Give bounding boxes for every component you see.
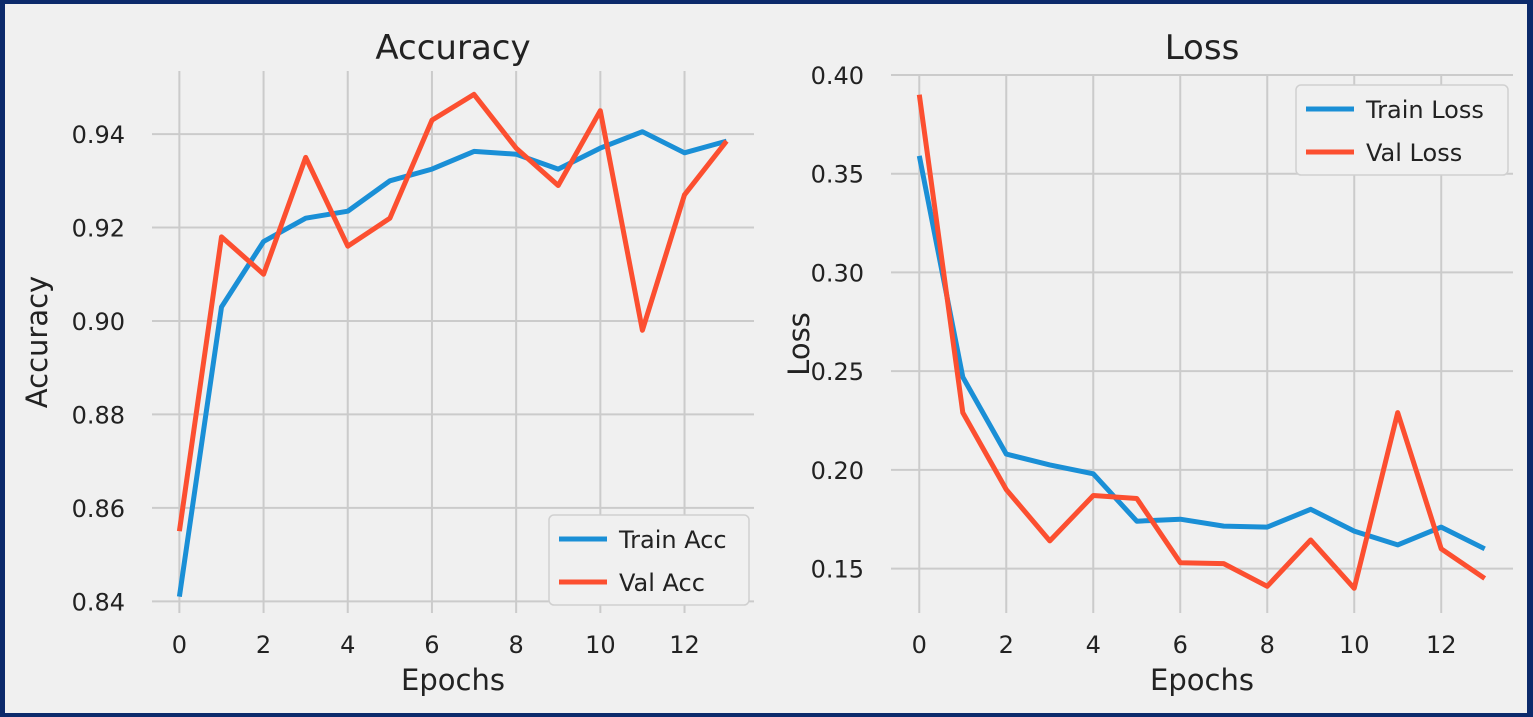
series-line-train-acc (176, 129, 728, 597)
y-tick-label: 0.90 (72, 308, 125, 336)
x-tick-label: 2 (256, 631, 271, 659)
x-tick-label: 4 (340, 631, 355, 659)
legend-label: Train Loss (1365, 96, 1484, 124)
legend: Train Acc Val Acc (548, 514, 750, 606)
y-tick-label: 0.94 (72, 121, 125, 149)
y-tick-label: 0.40 (811, 62, 864, 90)
y-tick-label: 0.25 (811, 358, 864, 386)
legend: Train Loss Val Loss (1295, 84, 1509, 176)
series-line-val-loss (916, 94, 1487, 591)
x-tick-label: 8 (1260, 631, 1275, 659)
chart-panel-0: 0 2 4 6 8 10 12 0.84 0.86 0.88 0.90 0.92 0.94 Accurac… (20, 28, 754, 697)
series-line-val-acc (176, 91, 729, 532)
x-tick-label: 0 (172, 631, 187, 659)
x-axis-label: Epochs (401, 663, 505, 697)
x-tick-label: 10 (585, 631, 616, 659)
series-line-train-loss (916, 155, 1486, 552)
chart-panel-1: 0 2 4 6 8 10 12 0.15 0.20 0.25 0.30 0.35 0.40 Loss Epo… (782, 28, 1513, 697)
figure: 0 2 4 6 8 10 12 0.84 0.86 0.88 0.90 0.92 0.94 Accurac… (5, 4, 1527, 713)
x-tick-label: 6 (424, 631, 439, 659)
legend-label: Val Acc (619, 569, 705, 597)
x-tick-label: 8 (509, 631, 524, 659)
y-axis-label: Accuracy (20, 276, 54, 408)
legend-label: Train Acc (618, 526, 727, 554)
y-tick-label: 0.20 (811, 457, 864, 485)
x-tick-label: 12 (669, 631, 700, 659)
y-axis-label: Loss (782, 312, 816, 376)
x-tick-label: 4 (1086, 631, 1101, 659)
y-tick-label: 0.92 (72, 215, 125, 243)
x-tick-label: 2 (999, 631, 1014, 659)
chart-title: Accuracy (375, 28, 530, 68)
y-tick-label: 0.88 (72, 401, 125, 429)
y-tick-label: 0.30 (811, 259, 864, 287)
y-tick-label: 0.84 (72, 588, 125, 616)
legend-label: Val Loss (1366, 139, 1462, 167)
y-tick-label: 0.86 (72, 495, 125, 523)
chart-canvas: 0 2 4 6 8 10 12 0.84 0.86 0.88 0.90 0.92 0.94 Accurac… (20, 28, 1513, 697)
x-tick-label: 0 (912, 631, 927, 659)
x-axis-label: Epochs (1150, 663, 1254, 697)
chart-title: Loss (1165, 28, 1240, 68)
x-tick-label: 12 (1426, 631, 1457, 659)
x-tick-label: 10 (1339, 631, 1370, 659)
y-tick-label: 0.15 (811, 556, 864, 584)
y-tick-label: 0.35 (811, 161, 864, 189)
x-tick-label: 6 (1173, 631, 1188, 659)
